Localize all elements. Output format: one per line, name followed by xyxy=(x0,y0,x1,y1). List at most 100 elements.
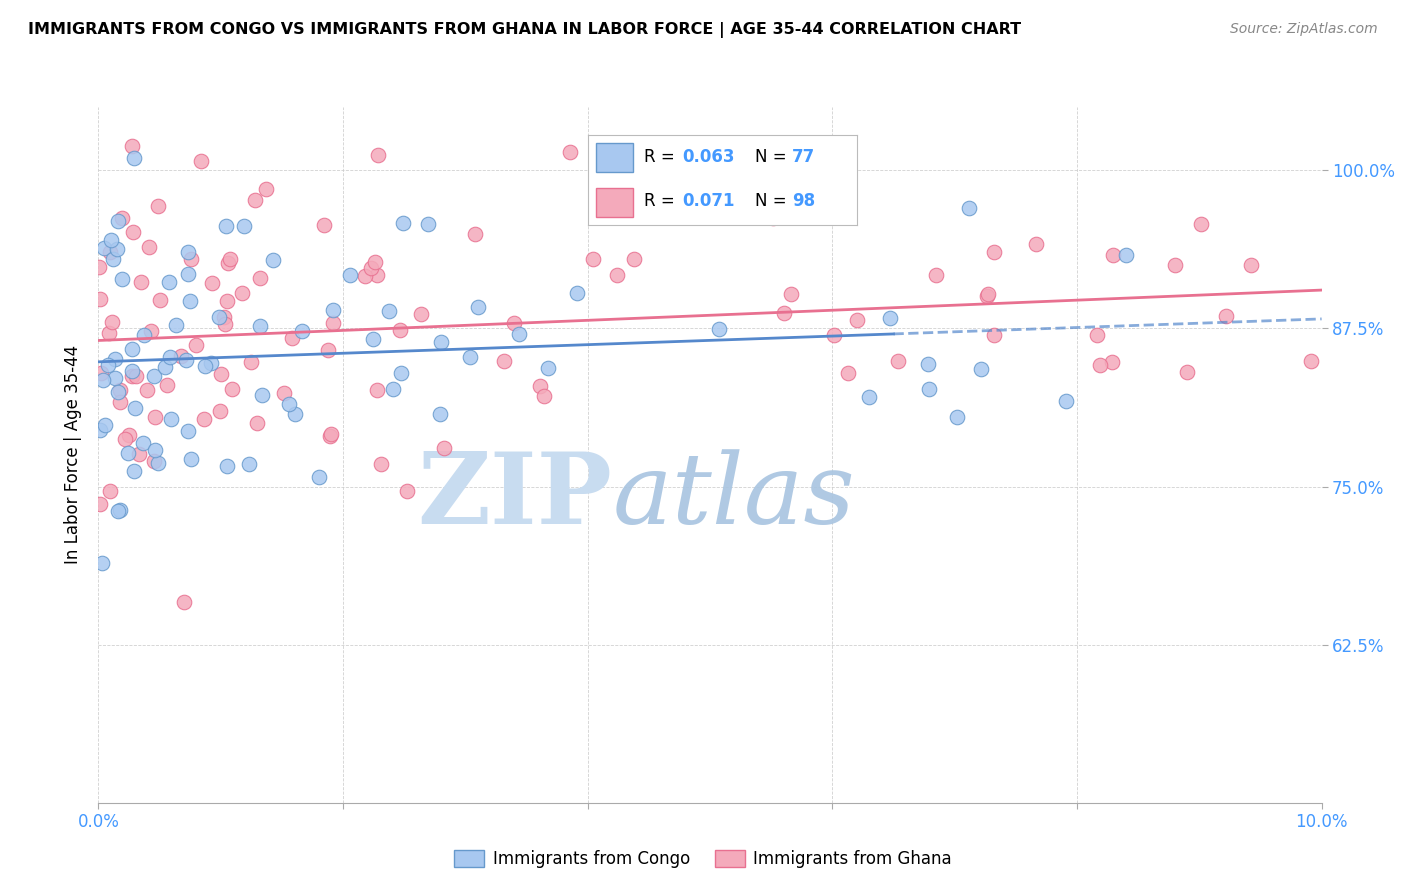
Point xyxy=(837,366,859,380)
Point xyxy=(231,285,253,300)
Point xyxy=(322,303,344,318)
Point xyxy=(170,349,193,363)
Point xyxy=(983,328,1005,343)
Point xyxy=(177,245,200,260)
Point xyxy=(378,304,401,318)
Point xyxy=(1025,236,1047,251)
Point xyxy=(308,469,330,483)
Point xyxy=(780,286,803,301)
Point xyxy=(138,240,160,254)
Point xyxy=(91,373,114,387)
Legend: Immigrants from Congo, Immigrants from Ghana: Immigrants from Congo, Immigrants from G… xyxy=(447,843,959,875)
FancyBboxPatch shape xyxy=(596,188,634,217)
Point xyxy=(1115,248,1137,262)
Point xyxy=(957,201,980,215)
Point xyxy=(1189,217,1212,231)
Point xyxy=(262,253,284,268)
Point xyxy=(177,267,200,281)
Point xyxy=(1299,353,1322,368)
Point xyxy=(122,151,145,165)
Point xyxy=(100,483,122,498)
Point xyxy=(190,153,212,168)
Text: IMMIGRANTS FROM CONGO VS IMMIGRANTS FROM GHANA IN LABOR FORCE | AGE 35-44 CORREL: IMMIGRANTS FROM CONGO VS IMMIGRANTS FROM… xyxy=(28,22,1021,38)
Point xyxy=(93,241,115,255)
FancyBboxPatch shape xyxy=(596,143,634,172)
Point xyxy=(100,315,122,329)
Point xyxy=(221,382,243,396)
Point xyxy=(107,503,129,517)
Point xyxy=(458,350,481,364)
Text: atlas: atlas xyxy=(612,449,855,544)
Point xyxy=(983,244,1005,259)
Point xyxy=(176,424,198,438)
Point xyxy=(218,252,240,266)
Point xyxy=(858,390,880,404)
Point xyxy=(707,322,730,336)
Point xyxy=(364,254,387,268)
Point xyxy=(121,342,143,356)
Point xyxy=(252,388,274,402)
Point xyxy=(139,324,162,338)
Point xyxy=(316,343,339,357)
Point xyxy=(125,369,148,384)
Point xyxy=(846,313,869,327)
Point xyxy=(314,219,336,233)
Point xyxy=(87,260,110,275)
Point xyxy=(148,293,170,307)
Point xyxy=(537,360,560,375)
Point xyxy=(134,328,156,343)
Point xyxy=(173,595,195,609)
Point xyxy=(146,199,169,213)
Point xyxy=(1101,355,1123,369)
Point xyxy=(970,362,993,376)
Point xyxy=(582,252,605,267)
Point xyxy=(879,311,901,326)
Point xyxy=(179,294,201,309)
Point xyxy=(217,458,239,473)
Point xyxy=(249,319,271,334)
Point xyxy=(155,360,177,375)
Point xyxy=(429,407,451,421)
Point xyxy=(121,139,143,153)
Point xyxy=(193,412,215,426)
Point xyxy=(200,356,222,370)
Point xyxy=(392,216,415,230)
Point xyxy=(180,252,202,267)
Point xyxy=(104,371,127,385)
Point xyxy=(108,384,131,398)
Point xyxy=(132,436,155,450)
Point xyxy=(254,181,277,195)
Point xyxy=(278,397,301,411)
Point xyxy=(104,352,127,367)
Text: R =: R = xyxy=(644,148,681,167)
Point xyxy=(558,145,581,160)
Point xyxy=(430,335,453,350)
Point xyxy=(467,300,489,314)
Point xyxy=(101,252,124,266)
Point xyxy=(322,316,344,330)
Point xyxy=(945,410,967,425)
Point xyxy=(217,256,239,270)
Point xyxy=(533,389,555,403)
Point xyxy=(887,354,910,368)
Point xyxy=(284,407,307,421)
Point xyxy=(94,417,117,432)
Point xyxy=(367,148,389,162)
Text: 0.071: 0.071 xyxy=(682,192,734,210)
Text: 98: 98 xyxy=(792,192,815,210)
Point xyxy=(111,272,134,286)
Point xyxy=(418,217,440,231)
Point xyxy=(1056,394,1078,409)
Point xyxy=(215,294,238,309)
Point xyxy=(249,270,271,285)
Point xyxy=(209,367,232,381)
Text: 0.063: 0.063 xyxy=(682,148,734,167)
Text: N =: N = xyxy=(755,148,792,167)
Point xyxy=(201,276,224,290)
Point xyxy=(121,368,143,383)
Point xyxy=(214,317,236,331)
Point xyxy=(823,327,845,342)
Text: 77: 77 xyxy=(792,148,815,167)
Point xyxy=(165,318,187,333)
Point xyxy=(567,286,589,301)
